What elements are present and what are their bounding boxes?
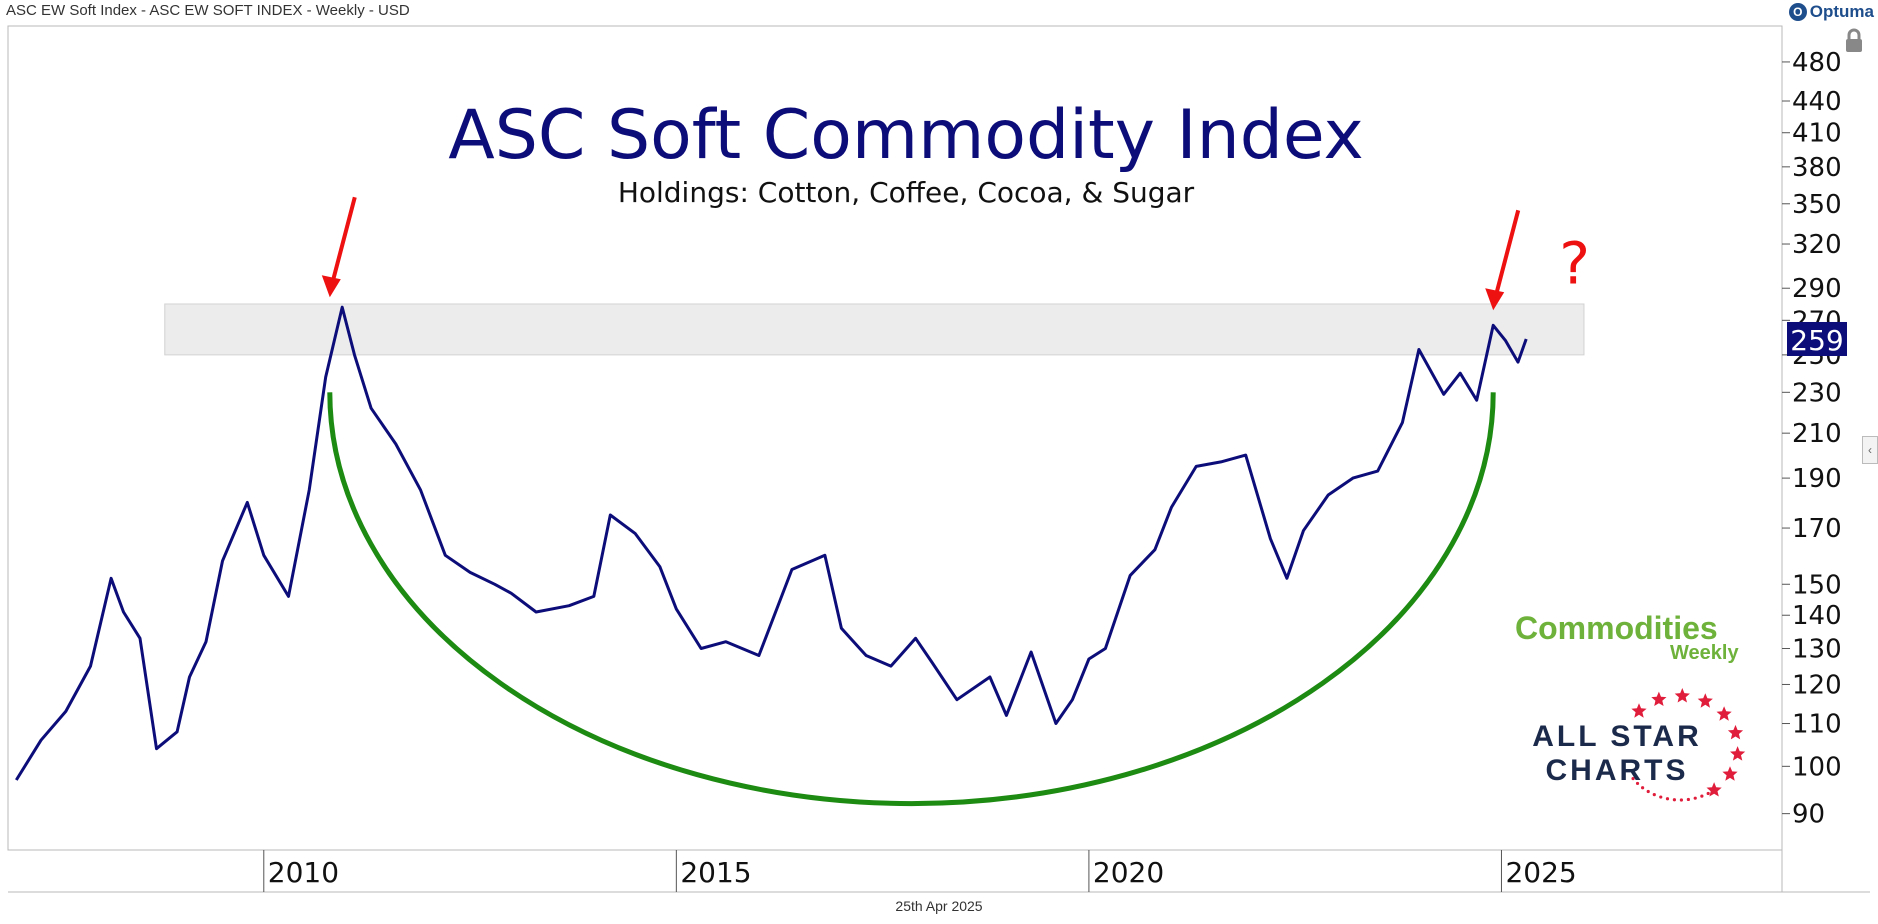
dot-icon <box>1700 794 1704 798</box>
star-icon <box>1631 703 1647 718</box>
star-icon <box>1697 693 1713 708</box>
chart-title: ASC Soft Commodity Index <box>448 96 1364 175</box>
x-tick-label: 2015 <box>680 856 751 889</box>
dot-icon <box>1686 797 1690 802</box>
y-tick-label: 90 <box>1792 800 1825 830</box>
y-tick-label: 290 <box>1792 274 1842 304</box>
question-mark-annotation: ? <box>1559 230 1590 298</box>
last-price-badge <box>1787 321 1847 356</box>
all-star-charts-stars-icon <box>1631 688 1746 802</box>
y-tick-label: 210 <box>1792 419 1842 449</box>
red-arrow-head <box>321 275 341 298</box>
star-icon <box>1674 688 1690 703</box>
optuma-logo: O Optuma <box>1788 2 1874 22</box>
dot-icon <box>1679 798 1684 802</box>
x-tick-label: 2020 <box>1093 856 1164 889</box>
y-tick-label: 440 <box>1792 87 1842 117</box>
dot-icon <box>1693 796 1697 800</box>
y-tick-label: 320 <box>1792 230 1842 260</box>
price-series-line <box>15 305 1528 781</box>
commodities-weekly-sub: Weekly <box>1670 642 1739 664</box>
last-price-label: 259 <box>1790 324 1843 357</box>
y-tick-label: 380 <box>1792 153 1842 183</box>
y-tick-label: 140 <box>1792 601 1842 631</box>
dot-icon <box>1635 781 1640 786</box>
red-arrow-shaft <box>1494 209 1521 295</box>
y-tick-label: 100 <box>1792 752 1842 782</box>
red-arrow-shaft <box>330 196 357 282</box>
footer-date: 25th Apr 2025 <box>895 898 983 914</box>
axes-layer <box>7 25 1870 893</box>
y-tick-label: 350 <box>1792 190 1842 220</box>
title-layer: ASC Soft Commodity Index Holdings: Cotto… <box>448 96 1364 209</box>
instrument-header: ASC EW Soft Index - ASC EW SOFT INDEX - … <box>6 2 410 19</box>
y-tick-label: 410 <box>1792 119 1842 149</box>
y-tick-label: 110 <box>1792 710 1842 740</box>
dot-icon <box>1712 788 1716 792</box>
all-star-charts-logo: ALL STAR CHARTS <box>1525 720 1709 788</box>
y-tick-label: 150 <box>1792 570 1842 600</box>
star-icon <box>1651 691 1667 706</box>
all-star-charts-line1: ALL STAR <box>1532 720 1702 753</box>
x-tick-label: 2025 <box>1505 856 1576 889</box>
dot-icon <box>1652 793 1656 797</box>
red-arrow-head <box>1485 288 1505 311</box>
last-price-layer: 259 <box>1787 321 1847 357</box>
y-tick-label: 230 <box>1792 378 1842 408</box>
y-tick-label: 170 <box>1792 514 1842 544</box>
resistance-zone <box>164 303 1585 356</box>
y-tick-label: 480 <box>1792 48 1842 78</box>
optuma-logo-text: Optuma <box>1809 2 1874 21</box>
dot-icon <box>1659 795 1663 799</box>
price-line-layer <box>15 305 1528 781</box>
star-icon <box>1730 746 1746 761</box>
star-icon <box>1727 724 1744 740</box>
y-tick-label: 130 <box>1792 635 1842 665</box>
star-icon <box>1722 766 1738 781</box>
dot-icon <box>1672 798 1677 802</box>
dot-icon <box>1646 789 1650 794</box>
x-tick-label: 2010 <box>268 856 339 889</box>
y-tick-label: 120 <box>1792 670 1842 700</box>
y-tick-label: 190 <box>1792 464 1842 494</box>
star-icon <box>1716 706 1732 721</box>
resistance-zone-layer <box>164 303 1585 356</box>
x-axis-labels: 2010 2015 2020 2025 <box>263 850 1577 892</box>
y-axis-labels: 4804404103803503202902702502302101901701… <box>1782 48 1842 830</box>
annotation-layer: ? <box>321 196 1590 311</box>
lock-icon[interactable] <box>1842 28 1866 54</box>
rounding-arc-layer <box>327 392 1496 807</box>
chart-subtitle: Holdings: Cotton, Coffee, Cocoa, & Sugar <box>618 176 1195 209</box>
commodities-weekly-logo: Commodities <box>1515 610 1718 646</box>
optuma-logo-icon: O <box>1788 3 1807 21</box>
rounding-bottom-arc <box>327 392 1496 807</box>
dot-icon <box>1640 786 1645 790</box>
dot-icon <box>1665 797 1670 801</box>
dot-icon <box>1631 776 1635 781</box>
dot-icon <box>1706 791 1710 796</box>
all-star-charts-line2: CHARTS <box>1545 754 1689 787</box>
